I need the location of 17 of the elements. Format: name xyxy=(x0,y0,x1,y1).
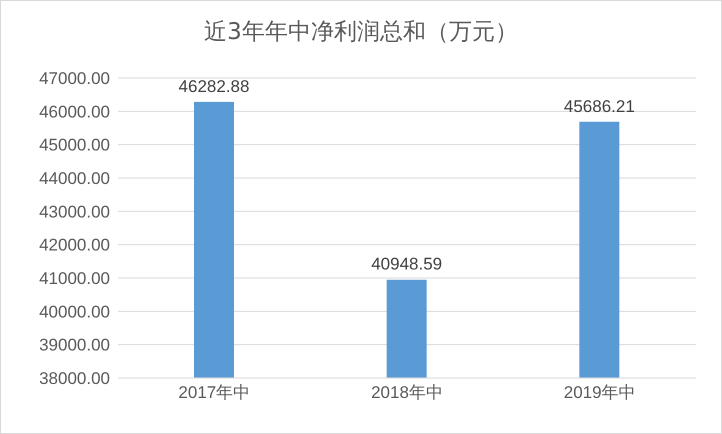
y-tick-label: 44000.00 xyxy=(39,169,110,188)
y-tick-label: 39000.00 xyxy=(39,336,110,355)
y-tick-label: 41000.00 xyxy=(39,269,110,288)
chart-title: 近3年年中净利润总和（万元） xyxy=(203,18,519,47)
data-label: 45686.21 xyxy=(564,96,635,116)
y-tick-label: 46000.00 xyxy=(39,102,110,122)
y-tick-label: 45000.00 xyxy=(39,136,110,155)
x-tick-label: 2017年中 xyxy=(178,383,250,402)
x-tick-label: 2019年中 xyxy=(564,383,636,402)
y-tick-label: 40000.00 xyxy=(39,302,110,322)
y-tick-label: 42000.00 xyxy=(39,236,110,255)
data-label: 46282.88 xyxy=(178,76,250,96)
y-tick-label: 43000.00 xyxy=(39,202,110,222)
y-tick-label: 47000.00 xyxy=(39,69,110,88)
y-tick-label: 38000.00 xyxy=(39,369,110,388)
data-label: 40948.59 xyxy=(371,254,442,274)
x-tick-label: 2018年中 xyxy=(371,383,443,402)
